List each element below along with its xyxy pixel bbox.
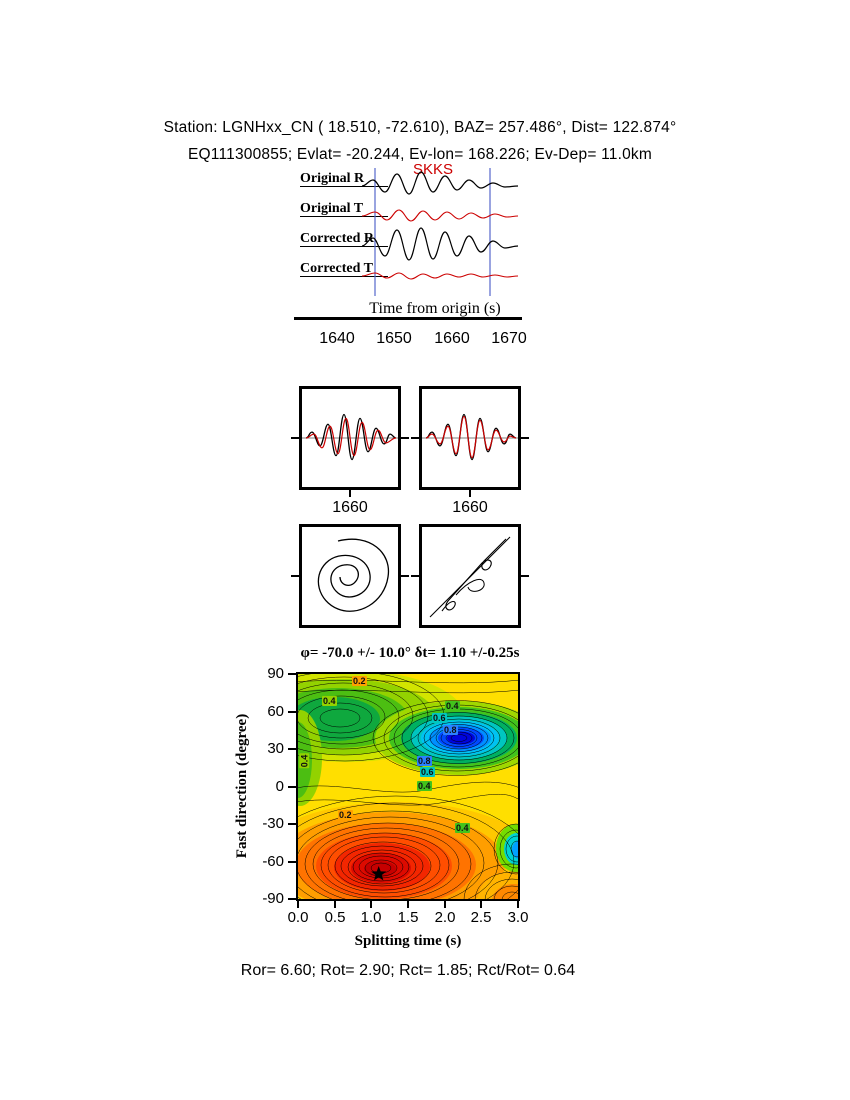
- x-tick-label: 1.5: [397, 909, 419, 926]
- panel-tick: [521, 575, 529, 577]
- time-tick-1670: 1670: [491, 330, 527, 347]
- x-tick-label: 0.0: [287, 909, 309, 926]
- x-tick: [480, 901, 482, 908]
- panel-tick: [469, 490, 471, 497]
- time-axis-line: [294, 317, 522, 320]
- y-tick-label: 90: [267, 665, 284, 682]
- window-waveforms-left: [302, 413, 398, 461]
- x-tick: [297, 901, 299, 908]
- station-header: Station: LGNHxx_CN ( 18.510, -72.610), B…: [163, 119, 677, 136]
- panel-tick: [411, 437, 419, 439]
- y-tick: [288, 861, 296, 863]
- trace-label-original-t: Original T: [300, 201, 388, 217]
- y-tick: [288, 786, 296, 788]
- contour-title: φ= -70.0 +/- 10.0° δt= 1.10 +/-0.25s: [300, 645, 520, 661]
- trace-corrected-r: [361, 227, 519, 261]
- contour-label: 0.4: [322, 696, 337, 706]
- event-header: EQ111300855; Evlat= -20.244, Ev-lon= 168…: [188, 146, 652, 163]
- panel-tick-label-right: 1660: [452, 499, 488, 516]
- y-tick-label: 60: [267, 703, 284, 720]
- time-tick-1660: 1660: [434, 330, 470, 347]
- contour-label: 0.8: [417, 756, 432, 766]
- time-axis-label: Time from origin (s): [369, 300, 501, 317]
- contour-map: [296, 672, 520, 901]
- y-tick: [288, 898, 296, 900]
- particle-motion-corrected: [429, 536, 511, 618]
- particle-motion-panel-original: [299, 524, 401, 628]
- x-tick-label: 0.5: [324, 909, 346, 926]
- y-tick-label: -60: [262, 853, 284, 870]
- y-tick: [288, 673, 296, 675]
- panel-tick: [411, 575, 419, 577]
- trace-label-original-r: Original R: [300, 171, 388, 187]
- best-fit-star: [371, 866, 387, 881]
- time-tick-1640: 1640: [319, 330, 355, 347]
- contour-label: 0.4: [299, 753, 310, 769]
- contour-label: 0.6: [432, 713, 447, 723]
- y-tick: [288, 748, 296, 750]
- misfit-contour-plot: 0.2 0.4 0.4 0.6 0.8 0.8 0.6 0.4 0.4 0.2 …: [296, 672, 520, 901]
- panel-tick: [291, 575, 299, 577]
- y-tick-label: 0: [275, 778, 284, 795]
- contour-label: 0.4: [445, 701, 460, 711]
- y-tick: [288, 711, 296, 713]
- trace-original-t: [361, 209, 519, 222]
- x-tick-label: 2.0: [434, 909, 456, 926]
- contour-label: 0.4: [455, 823, 470, 833]
- x-tick-label: 3.0: [507, 909, 529, 926]
- x-tick: [334, 901, 336, 908]
- panel-tick: [291, 437, 299, 439]
- y-tick-label: 30: [267, 740, 284, 757]
- panel-tick: [401, 437, 409, 439]
- particle-motion-original: [317, 538, 390, 612]
- y-tick: [288, 823, 296, 825]
- y-tick-label: -30: [262, 815, 284, 832]
- trace-corrected-t: [361, 272, 519, 280]
- contour-label: 0.6: [420, 767, 435, 777]
- particle-motion-panel-corrected: [419, 524, 521, 628]
- contour-label: 0.2: [352, 676, 367, 686]
- time-tick-1650: 1650: [376, 330, 412, 347]
- panel-tick: [401, 575, 409, 577]
- contour-label: 0.8: [443, 725, 458, 735]
- x-tick: [517, 901, 519, 908]
- panel-tick: [521, 437, 529, 439]
- trace-label-corrected-t: Corrected T: [300, 261, 388, 277]
- x-tick-label: 1.0: [360, 909, 382, 926]
- x-tick: [444, 901, 446, 908]
- window-waveforms-right: [422, 413, 518, 461]
- waveform-window-panel-right: [419, 386, 521, 490]
- trace-label-corrected-r: Corrected R: [300, 231, 388, 247]
- panel-tick-label-left: 1660: [332, 499, 368, 516]
- seismogram-traces: [361, 168, 519, 296]
- result-stats: Ror= 6.60; Rot= 2.90; Rct= 1.85; Rct/Rot…: [240, 962, 576, 979]
- contour-xlabel: Splitting time (s): [354, 933, 462, 949]
- y-tick-label: -90: [262, 890, 284, 907]
- x-tick: [407, 901, 409, 908]
- contour-frame: [296, 672, 520, 901]
- panel-tick: [349, 490, 351, 497]
- trace-original-r: [361, 171, 519, 195]
- x-tick-label: 2.5: [470, 909, 492, 926]
- contour-label: 0.2: [338, 810, 353, 820]
- contour-ylabel: Fast direction (degree): [234, 713, 250, 859]
- contour-label: 0.4: [417, 781, 432, 791]
- waveform-window-panel-left: [299, 386, 401, 490]
- x-tick: [370, 901, 372, 908]
